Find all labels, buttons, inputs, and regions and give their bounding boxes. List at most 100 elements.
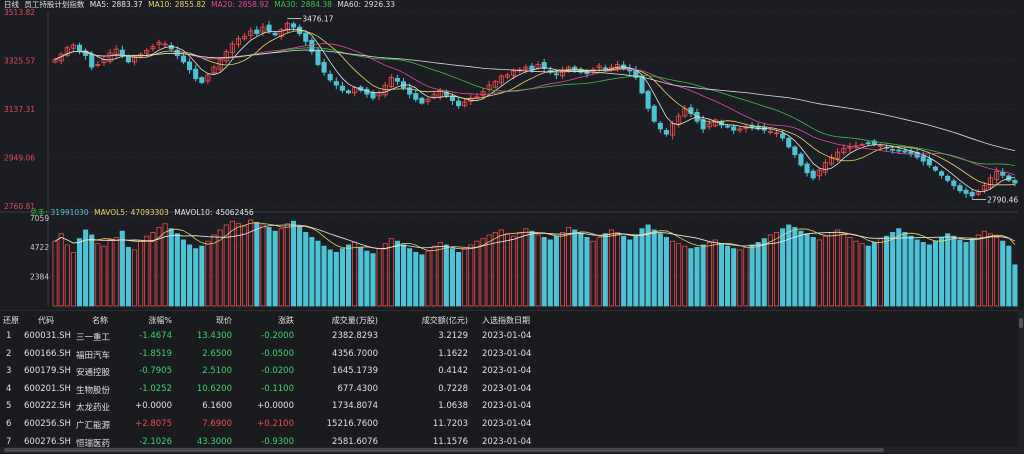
- candle-body: [278, 29, 284, 37]
- row-index: 5: [6, 401, 12, 412]
- table-header: 还原 代码 名称 涨幅% 现价 涨跌 成交量(万股) 成交额(亿元) 入选指数日…: [0, 311, 1024, 327]
- candle-body: [902, 150, 908, 153]
- stock-name: 太龙药业: [76, 403, 111, 414]
- volume-bar: [401, 244, 407, 307]
- candle-body: [865, 142, 871, 145]
- ma10-value: 2855.82: [174, 0, 206, 9]
- volume-bar: [841, 233, 847, 307]
- table-row[interactable]: 5 600222.SH 太龙药业 +0.0000 6.1600 +0.0000 1734.8…: [0, 397, 1018, 414]
- stock-name: 福田汽车: [76, 350, 111, 361]
- volume-bar: [131, 249, 138, 307]
- volume-bar: [633, 235, 639, 307]
- stock-code: 600031.SH: [24, 331, 71, 341]
- volume-bar: [529, 230, 535, 307]
- amount: 11.1576: [432, 436, 468, 447]
- candle-body: [474, 96, 480, 99]
- volume-bar: [352, 242, 358, 307]
- candle-body: [492, 80, 498, 88]
- table-row[interactable]: 6 600256.SH 广汇能源 +2.8075 7.6900 +0.2100 15216.…: [0, 415, 1018, 432]
- selected-date: 2023-01-04: [482, 331, 532, 341]
- volume-bar: [608, 229, 614, 307]
- volume-bar: [376, 248, 382, 307]
- volume-bar: [932, 240, 939, 307]
- change-pct: +2.8075: [135, 419, 172, 429]
- candle-body: [407, 87, 413, 95]
- price: 2.5100: [202, 366, 232, 377]
- volume-bar: [89, 234, 95, 307]
- volume-bar: [107, 239, 113, 307]
- table-row[interactable]: 3 600179.SH 安通控股 -0.7905 2.5100 -0.0200 1645.1…: [0, 362, 1018, 379]
- candle-body: [321, 62, 327, 73]
- candle-body: [156, 42, 162, 45]
- volume-bar: [187, 244, 193, 307]
- volume-bar: [272, 230, 278, 307]
- candle-body: [229, 43, 235, 54]
- candle-body: [272, 32, 278, 36]
- candle-body: [737, 128, 743, 131]
- volume-bar: [535, 234, 541, 307]
- header-volume[interactable]: 成交量(万股): [331, 316, 378, 325]
- volume-bar: [517, 232, 523, 307]
- volume-bar: [981, 230, 987, 307]
- candle-body: [504, 74, 511, 78]
- candle-body: [89, 54, 95, 68]
- header-date[interactable]: 入选指数日期: [482, 316, 530, 325]
- candle-body: [822, 162, 828, 173]
- ma20-value: 2858.92: [237, 0, 269, 9]
- header-name[interactable]: 名称: [92, 316, 108, 325]
- volume-bar: [700, 244, 706, 307]
- table-horizontal-scrollbar[interactable]: [0, 447, 1018, 453]
- candle-body: [162, 43, 168, 46]
- header-change-pct[interactable]: 涨幅%: [148, 316, 172, 325]
- table-row[interactable]: 2 600166.SH 福田汽车 -1.8519 2.6500 -0.0500 4356.7…: [0, 345, 1018, 362]
- table-vertical-scrollbar[interactable]: [1018, 310, 1024, 453]
- volume: 4356.7000: [332, 348, 378, 359]
- volume-bar: [345, 244, 352, 307]
- table-row[interactable]: 1 600031.SH 三一重工 -1.4674 13.4300 -0.2000 2382.…: [0, 327, 1018, 344]
- volume-bar: [651, 229, 657, 307]
- candle-body: [926, 158, 932, 166]
- candle-body: [266, 24, 272, 32]
- candle-body: [657, 122, 663, 130]
- volume-bar: [596, 237, 602, 307]
- candle-body: [792, 146, 798, 156]
- volume-bar: [957, 239, 963, 307]
- header-amount[interactable]: 成交额(亿元): [421, 316, 468, 325]
- volume-bar: [180, 239, 186, 307]
- volume-bar: [138, 240, 144, 307]
- volume-bar: [333, 251, 339, 307]
- kline-chart[interactable]: 3513.82 3325.57 3137.31 2949.06 2760.81 7059 4…: [0, 0, 1024, 310]
- table-row[interactable]: 7 600276.SH 恒瑞医药 -2.1026 43.3000 -0.9300 2581.…: [0, 433, 1018, 450]
- header-change[interactable]: 涨跌: [278, 316, 294, 325]
- candle-body: [187, 61, 193, 71]
- stock-code: 600256.SH: [24, 419, 71, 429]
- candle-body: [193, 68, 199, 80]
- volume-bar: [303, 232, 309, 307]
- amount: 0.7228: [438, 383, 468, 394]
- volume-bar: [682, 245, 688, 307]
- volume-bar: [486, 234, 492, 307]
- candle-body: [975, 191, 981, 195]
- vertical-scroll-thumb[interactable]: [1019, 318, 1023, 328]
- volume-bar: [358, 247, 364, 307]
- kline-chart-svg[interactable]: 3513.82 3325.57 3137.31 2949.06 2760.81 7059 4…: [0, 0, 1024, 310]
- horizontal-scroll-thumb[interactable]: [4, 448, 884, 452]
- header-code[interactable]: 代码: [38, 316, 54, 325]
- amount: 11.7203: [432, 419, 468, 429]
- table-row[interactable]: 4 600201.SH 生物股份 -1.0252 10.6200 -0.1100 677.4…: [0, 380, 1018, 397]
- header-restore[interactable]: 还原: [3, 316, 19, 325]
- volume-bar: [939, 237, 945, 307]
- candle-body: [382, 84, 388, 96]
- candle-body: [670, 123, 676, 136]
- selected-date: 2023-01-04: [482, 436, 532, 447]
- candle-body: [847, 146, 853, 149]
- mavol5-value: 47093303: [130, 208, 169, 217]
- volume-bar: [816, 239, 822, 307]
- candle-body: [107, 52, 113, 62]
- volume-bar: [339, 248, 345, 307]
- candle-body: [994, 171, 1000, 180]
- price-tick-label: 3137.31: [4, 105, 35, 114]
- header-price[interactable]: 现价: [216, 316, 232, 325]
- candle-body: [180, 55, 186, 63]
- candle-body: [242, 35, 248, 40]
